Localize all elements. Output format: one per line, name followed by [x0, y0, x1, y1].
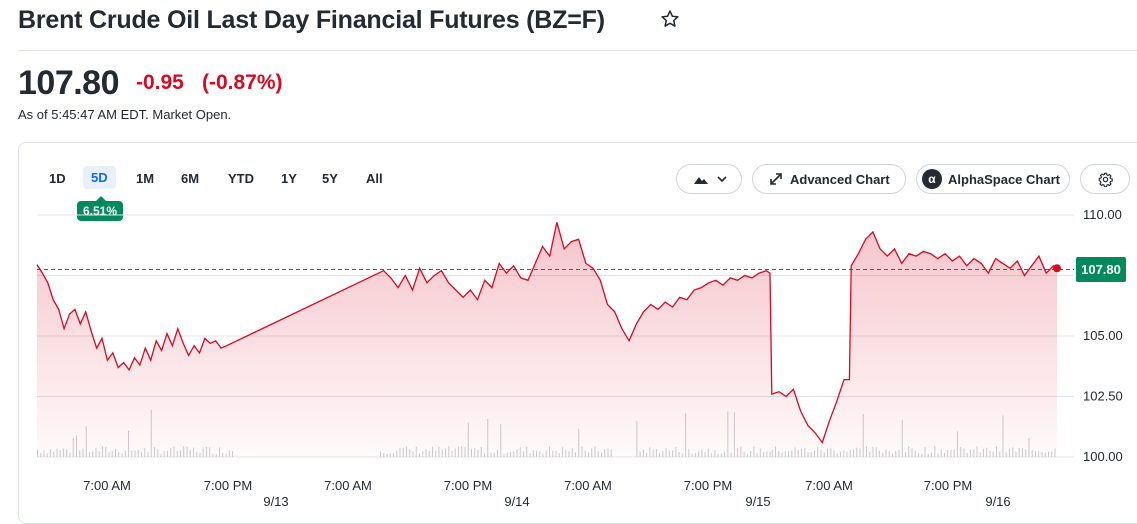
last-price-label: 107.80: [1076, 257, 1126, 282]
current-price: 107.80: [18, 64, 120, 102]
x-date-tick-label: 9/16: [985, 494, 1010, 509]
x-time-tick-label: 7:00 AM: [324, 478, 372, 493]
advanced-chart-label: Advanced Chart: [790, 171, 890, 187]
alphaspace-logo-icon: α: [922, 169, 942, 189]
header-divider: [18, 50, 1137, 51]
price-change-percent: (-0.87%): [202, 71, 283, 94]
x-time-tick-label: 7:00 PM: [444, 478, 492, 493]
price-change: -0.95: [136, 71, 184, 94]
svg-text:α: α: [928, 172, 936, 186]
x-time-tick-label: 7:00 PM: [924, 478, 972, 493]
range-all[interactable]: All: [366, 171, 383, 186]
advanced-chart-button[interactable]: Advanced Chart: [752, 164, 906, 194]
chevron-down-icon: [717, 176, 727, 183]
x-time-tick-label: 7:00 AM: [83, 478, 131, 493]
expand-icon: [770, 173, 782, 185]
x-time-tick-label: 7:00 PM: [684, 478, 732, 493]
range-5d[interactable]: 5D: [83, 166, 116, 189]
price-area: [37, 222, 1057, 457]
chart-type-button[interactable]: [676, 164, 742, 194]
page-title: Brent Crude Oil Last Day Financial Futur…: [18, 6, 605, 34]
mountain-chart-icon: [694, 177, 708, 184]
last-price-dot: [1053, 264, 1061, 273]
x-date-tick-label: 9/14: [504, 494, 529, 509]
alphaspace-chart-label: AlphaSpace Chart: [948, 171, 1060, 187]
chart-settings-button[interactable]: [1080, 164, 1130, 194]
range-1d[interactable]: 1D: [49, 171, 66, 186]
range-5y[interactable]: 5Y: [322, 171, 338, 186]
x-date-tick-label: 9/13: [263, 494, 288, 509]
range-6m[interactable]: 6M: [181, 171, 200, 186]
x-date-tick-label: 9/15: [745, 494, 770, 509]
range-1y[interactable]: 1Y: [281, 171, 297, 186]
alphaspace-chart-button[interactable]: α AlphaSpace Chart: [916, 164, 1070, 194]
y-tick-label: 100.00: [1083, 449, 1123, 464]
x-time-tick-label: 7:00 PM: [204, 478, 252, 493]
x-time-tick-label: 7:00 AM: [805, 478, 853, 493]
gear-icon: [1098, 172, 1113, 187]
as-of-timestamp: As of 5:45:47 AM EDT. Market Open.: [18, 107, 232, 122]
range-change-badge: 6.51%: [77, 196, 124, 221]
star-icon[interactable]: [660, 9, 680, 29]
y-tick-label: 105.00: [1083, 328, 1123, 343]
range-ytd[interactable]: YTD: [228, 171, 254, 186]
range-1m[interactable]: 1M: [136, 171, 155, 186]
price-line: [36, 222, 1058, 444]
x-time-tick-label: 7:00 AM: [564, 478, 612, 493]
y-tick-label: 102.50: [1083, 389, 1123, 404]
y-tick-label: 110.00: [1083, 207, 1122, 222]
